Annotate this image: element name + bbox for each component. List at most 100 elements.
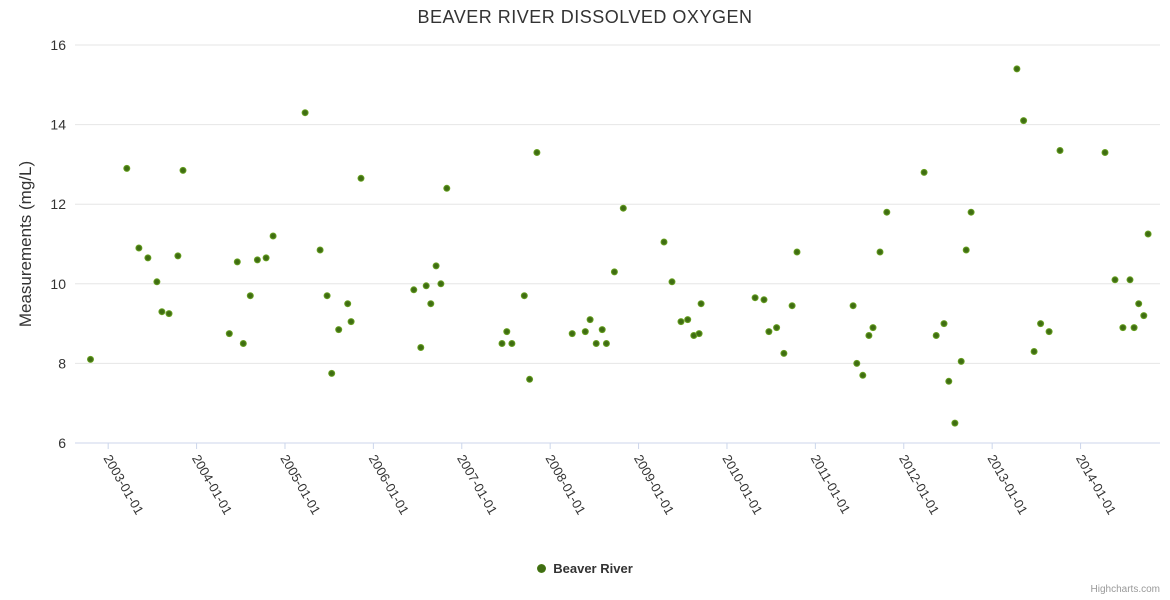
data-point[interactable]: [853, 359, 861, 367]
data-point[interactable]: [422, 282, 430, 290]
data-point[interactable]: [410, 286, 418, 294]
data-point[interactable]: [323, 292, 331, 300]
data-point[interactable]: [1056, 147, 1064, 154]
data-point[interactable]: [253, 256, 261, 264]
data-point[interactable]: [239, 340, 247, 347]
data-point[interactable]: [328, 369, 336, 377]
data-point[interactable]: [765, 328, 773, 336]
data-point[interactable]: [1119, 324, 1127, 332]
x-axis-label: 2013-01-01: [985, 452, 1031, 517]
data-point[interactable]: [1030, 348, 1038, 355]
data-point[interactable]: [859, 371, 867, 379]
data-point[interactable]: [1037, 320, 1045, 328]
data-point[interactable]: [123, 164, 131, 172]
data-point[interactable]: [660, 238, 668, 246]
data-point[interactable]: [225, 330, 233, 338]
data-point[interactable]: [135, 244, 143, 252]
data-point[interactable]: [520, 292, 528, 300]
data-point[interactable]: [865, 332, 873, 339]
data-point[interactable]: [668, 278, 676, 286]
data-point[interactable]: [619, 204, 627, 212]
data-point[interactable]: [1126, 276, 1134, 284]
data-point[interactable]: [443, 184, 451, 192]
data-point[interactable]: [780, 349, 788, 357]
data-point[interactable]: [592, 340, 600, 347]
data-point[interactable]: [526, 375, 534, 383]
data-point[interactable]: [437, 280, 445, 288]
y-axis-title: Measurements (mg/L): [16, 160, 35, 328]
data-point[interactable]: [760, 296, 768, 304]
data-point[interactable]: [677, 318, 685, 326]
data-point[interactable]: [581, 328, 589, 336]
data-point[interactable]: [962, 246, 970, 254]
data-point[interactable]: [347, 318, 355, 326]
data-point[interactable]: [697, 300, 705, 308]
data-point[interactable]: [165, 310, 173, 318]
legend-item-beaver-river[interactable]: Beaver River: [537, 561, 633, 576]
data-point[interactable]: [920, 168, 928, 176]
data-point[interactable]: [793, 248, 801, 256]
data-point[interactable]: [87, 355, 94, 363]
data-point[interactable]: [1135, 300, 1143, 308]
data-point[interactable]: [432, 262, 440, 270]
data-point[interactable]: [1101, 149, 1109, 156]
data-point[interactable]: [1013, 65, 1021, 73]
data-point[interactable]: [602, 340, 610, 347]
data-point[interactable]: [684, 316, 692, 324]
data-point[interactable]: [344, 300, 352, 308]
data-point[interactable]: [1130, 324, 1138, 332]
data-point[interactable]: [357, 174, 365, 182]
data-point[interactable]: [951, 419, 959, 427]
data-point[interactable]: [876, 248, 884, 256]
x-axis-label: 2014-01-01: [1073, 452, 1119, 517]
data-point[interactable]: [508, 340, 516, 347]
data-point[interactable]: [158, 308, 166, 316]
y-axis-label: 6: [58, 435, 66, 451]
data-point[interactable]: [335, 326, 343, 334]
data-point[interactable]: [262, 254, 270, 262]
data-point[interactable]: [869, 324, 877, 332]
data-point[interactable]: [945, 377, 953, 385]
data-point[interactable]: [269, 232, 277, 240]
data-point[interactable]: [1111, 276, 1119, 284]
data-point[interactable]: [883, 208, 891, 216]
data-point[interactable]: [773, 324, 781, 332]
data-point[interactable]: [153, 278, 161, 286]
y-axis-label: 10: [50, 276, 66, 292]
data-point[interactable]: [233, 258, 241, 266]
data-point[interactable]: [316, 246, 324, 254]
data-point[interactable]: [957, 357, 965, 365]
data-point[interactable]: [1140, 312, 1148, 320]
y-axis-label: 12: [50, 196, 66, 212]
x-axis-label: 2010-01-01: [719, 452, 765, 517]
data-point[interactable]: [690, 332, 698, 339]
data-point[interactable]: [967, 208, 975, 216]
data-point[interactable]: [427, 300, 435, 308]
data-point[interactable]: [144, 254, 152, 262]
data-point[interactable]: [1020, 117, 1028, 125]
data-point[interactable]: [586, 316, 594, 324]
data-point[interactable]: [932, 332, 940, 339]
data-point[interactable]: [695, 330, 703, 338]
data-point[interactable]: [751, 294, 759, 302]
data-point[interactable]: [849, 302, 857, 310]
highcharts-credits-link[interactable]: Highcharts.com: [1090, 584, 1160, 595]
data-point[interactable]: [179, 166, 187, 174]
data-point[interactable]: [533, 149, 541, 156]
data-point[interactable]: [788, 302, 796, 310]
data-point[interactable]: [568, 330, 576, 338]
data-point[interactable]: [598, 326, 606, 334]
data-point[interactable]: [498, 340, 506, 347]
data-point[interactable]: [1045, 328, 1053, 336]
data-point[interactable]: [1144, 230, 1152, 238]
data-point[interactable]: [246, 292, 254, 300]
data-point[interactable]: [940, 320, 948, 328]
legend-marker-icon: [537, 564, 547, 573]
data-point[interactable]: [503, 328, 511, 336]
data-point[interactable]: [610, 268, 618, 276]
chart-title: BEAVER RIVER DISSOLVED OXYGEN: [417, 7, 753, 27]
data-point[interactable]: [301, 109, 309, 117]
data-point[interactable]: [417, 344, 425, 351]
data-point[interactable]: [174, 252, 182, 260]
